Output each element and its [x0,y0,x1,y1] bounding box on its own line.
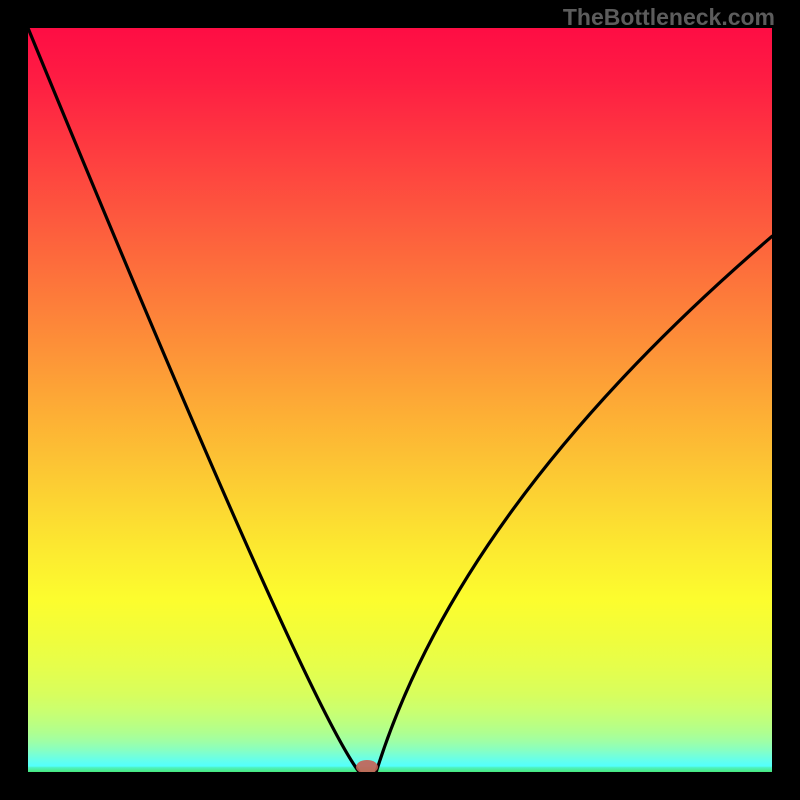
chart-stage: TheBottleneck.com [0,0,800,800]
minimum-marker [354,758,380,772]
background-gradient [28,28,772,772]
plot-area [28,28,772,772]
watermark-text: TheBottleneck.com [563,4,775,31]
